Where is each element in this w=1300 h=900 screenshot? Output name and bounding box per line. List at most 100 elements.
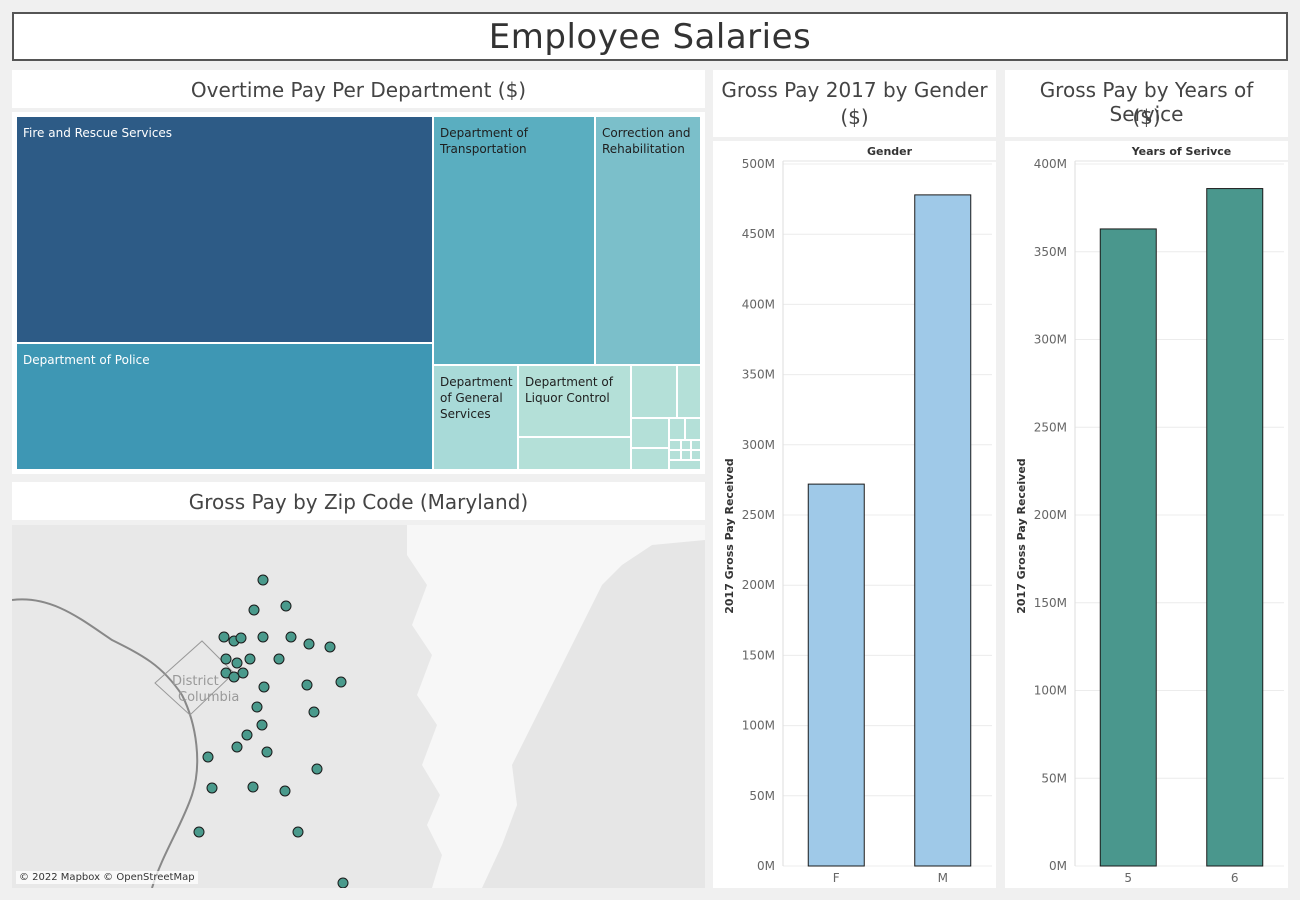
y-tick-label: 200M	[1034, 508, 1067, 522]
map-eastern-shore	[482, 540, 705, 888]
map-title-panel: Gross Pay by Zip Code (Maryland)	[12, 482, 705, 520]
y-axis-label: 2017 Gross Pay Received	[1015, 458, 1028, 613]
y-tick-label: 250M	[742, 508, 775, 522]
y-tick-label: 400M	[742, 297, 775, 311]
map-svg[interactable]: District Columbia	[12, 525, 705, 888]
dashboard-title-bar: Employee Salaries	[12, 12, 1288, 61]
y-tick-label: 200M	[742, 578, 775, 592]
service-chart-title-line2: ($)	[1132, 105, 1161, 129]
treemap-cell-small[interactable]	[691, 450, 701, 460]
map-point[interactable]	[324, 641, 336, 653]
map-point[interactable]	[285, 631, 297, 643]
gender-chart-svg: Gender 0M 50M 100M 150M 200M 250M 300M 350M 400M 4…	[723, 145, 996, 885]
map-attribution[interactable]: © 2022 Mapbox © OpenStreetMap	[16, 871, 198, 884]
map-point[interactable]	[237, 667, 249, 679]
map-point[interactable]	[257, 574, 269, 586]
bar-5[interactable]	[1099, 228, 1157, 867]
treemap-cell-small[interactable]	[691, 440, 701, 450]
map-point[interactable]	[311, 763, 323, 775]
treemap-cell-small[interactable]	[685, 418, 701, 440]
treemap-label: Department of Liquor Control	[525, 375, 613, 405]
map-point[interactable]	[235, 632, 247, 644]
map-points	[193, 574, 349, 888]
map-point[interactable]	[256, 719, 268, 731]
service-chart-title-line1: Gross Pay by Years of Service	[1039, 78, 1254, 126]
treemap-label: Fire and Rescue Services	[23, 126, 173, 140]
treemap-panel: Fire and Rescue Services Department of P…	[12, 112, 705, 474]
treemap-cell-small[interactable]	[669, 418, 685, 440]
treemap-cell-small[interactable]	[631, 418, 669, 448]
y-tick-label: 250M	[1034, 420, 1067, 434]
treemap-cell-police[interactable]: Department of Police	[16, 343, 433, 470]
treemap-cell-small[interactable]	[631, 448, 669, 470]
y-tick-label: 50M	[1041, 771, 1067, 785]
map-point[interactable]	[251, 701, 263, 713]
y-tick-label: 0M	[757, 859, 775, 873]
map-point[interactable]	[244, 653, 256, 665]
map-point[interactable]	[218, 631, 230, 643]
map-title: Gross Pay by Zip Code (Maryland)	[188, 490, 529, 514]
y-tick-label: 150M	[742, 648, 775, 662]
treemap-cell-small[interactable]	[681, 450, 691, 460]
bar-F[interactable]	[807, 483, 865, 867]
map-point[interactable]	[257, 631, 269, 643]
treemap-cell-small[interactable]	[669, 440, 681, 450]
map-point[interactable]	[279, 785, 291, 797]
map-point[interactable]	[241, 729, 253, 741]
treemap-cell-correction[interactable]: Correction and Rehabilitation	[595, 116, 701, 365]
map-point[interactable]	[258, 681, 270, 693]
treemap-cell-fire-rescue[interactable]: Fire and Rescue Services	[16, 116, 433, 343]
map-point[interactable]	[273, 653, 285, 665]
service-chart-svg: Years of Serivce 0M 50M 100M 150M 200M 250M 300…	[1015, 145, 1288, 885]
map-point[interactable]	[231, 657, 243, 669]
dashboard-title: Employee Salaries	[488, 16, 812, 57]
treemap-cell-small[interactable]	[669, 450, 681, 460]
y-tick-label: 500M	[742, 157, 775, 171]
y-tick-label: 300M	[742, 438, 775, 452]
treemap-cell-transportation[interactable]: Department of Transportation	[433, 116, 595, 365]
y-tick-label: 50M	[749, 789, 775, 803]
gender-title-panel: Gross Pay 2017 by Gender ($)	[713, 70, 996, 137]
treemap-title: Overtime Pay Per Department ($)	[190, 78, 527, 102]
y-tick-label: 0M	[1049, 859, 1067, 873]
gender-chart-title-line2: ($)	[840, 105, 869, 129]
y-axis-label: 2017 Gross Pay Received	[723, 458, 736, 613]
map-point[interactable]	[231, 741, 243, 753]
bar-M[interactable]	[914, 194, 972, 867]
map-point[interactable]	[335, 676, 347, 688]
x-tick-label: M	[938, 871, 948, 885]
map-point[interactable]	[248, 604, 260, 616]
treemap-cell-liquor-control[interactable]: Department of Liquor Control	[518, 365, 631, 437]
y-tick-label: 350M	[1034, 245, 1067, 259]
map-point[interactable]	[337, 877, 349, 888]
y-tick-label: 300M	[1034, 333, 1067, 347]
map-point[interactable]	[303, 638, 315, 650]
treemap-cell-small[interactable]	[631, 365, 677, 418]
treemap-cell-small[interactable]	[669, 460, 701, 470]
map-point[interactable]	[280, 600, 292, 612]
map-point[interactable]	[261, 746, 273, 758]
map-point[interactable]	[308, 706, 320, 718]
treemap-cell-general-services[interactable]: Department of General Services	[433, 365, 518, 470]
service-chart-panel: Years of Serivce 0M 50M 100M 150M 200M 250M 300…	[1005, 141, 1288, 888]
map-point[interactable]	[220, 653, 232, 665]
map-point[interactable]	[247, 781, 259, 793]
gender-chart-title-line1: Gross Pay 2017 by Gender	[721, 78, 988, 102]
y-tick-label: 350M	[742, 368, 775, 382]
treemap-cell-small[interactable]	[681, 440, 691, 450]
map-point[interactable]	[301, 679, 313, 691]
map-point[interactable]	[202, 751, 214, 763]
x-tick-label: F	[833, 871, 840, 885]
treemap-cell-small[interactable]	[677, 365, 701, 418]
map-point[interactable]	[193, 826, 205, 838]
bar-6[interactable]	[1206, 188, 1264, 867]
map-point[interactable]	[292, 826, 304, 838]
map-point[interactable]	[228, 671, 240, 683]
map-point[interactable]	[206, 782, 218, 794]
chart-header: Years of Serivce	[1131, 145, 1232, 158]
treemap-cell-small[interactable]	[518, 437, 631, 470]
treemap-label: Correction and Rehabilitation	[602, 126, 691, 156]
treemap-label: Department of Transportation	[440, 126, 528, 156]
map-view[interactable]: District Columbia © 2022 Mapbox © OpenSt…	[12, 525, 705, 888]
map-place-label: Columbia	[178, 690, 239, 705]
